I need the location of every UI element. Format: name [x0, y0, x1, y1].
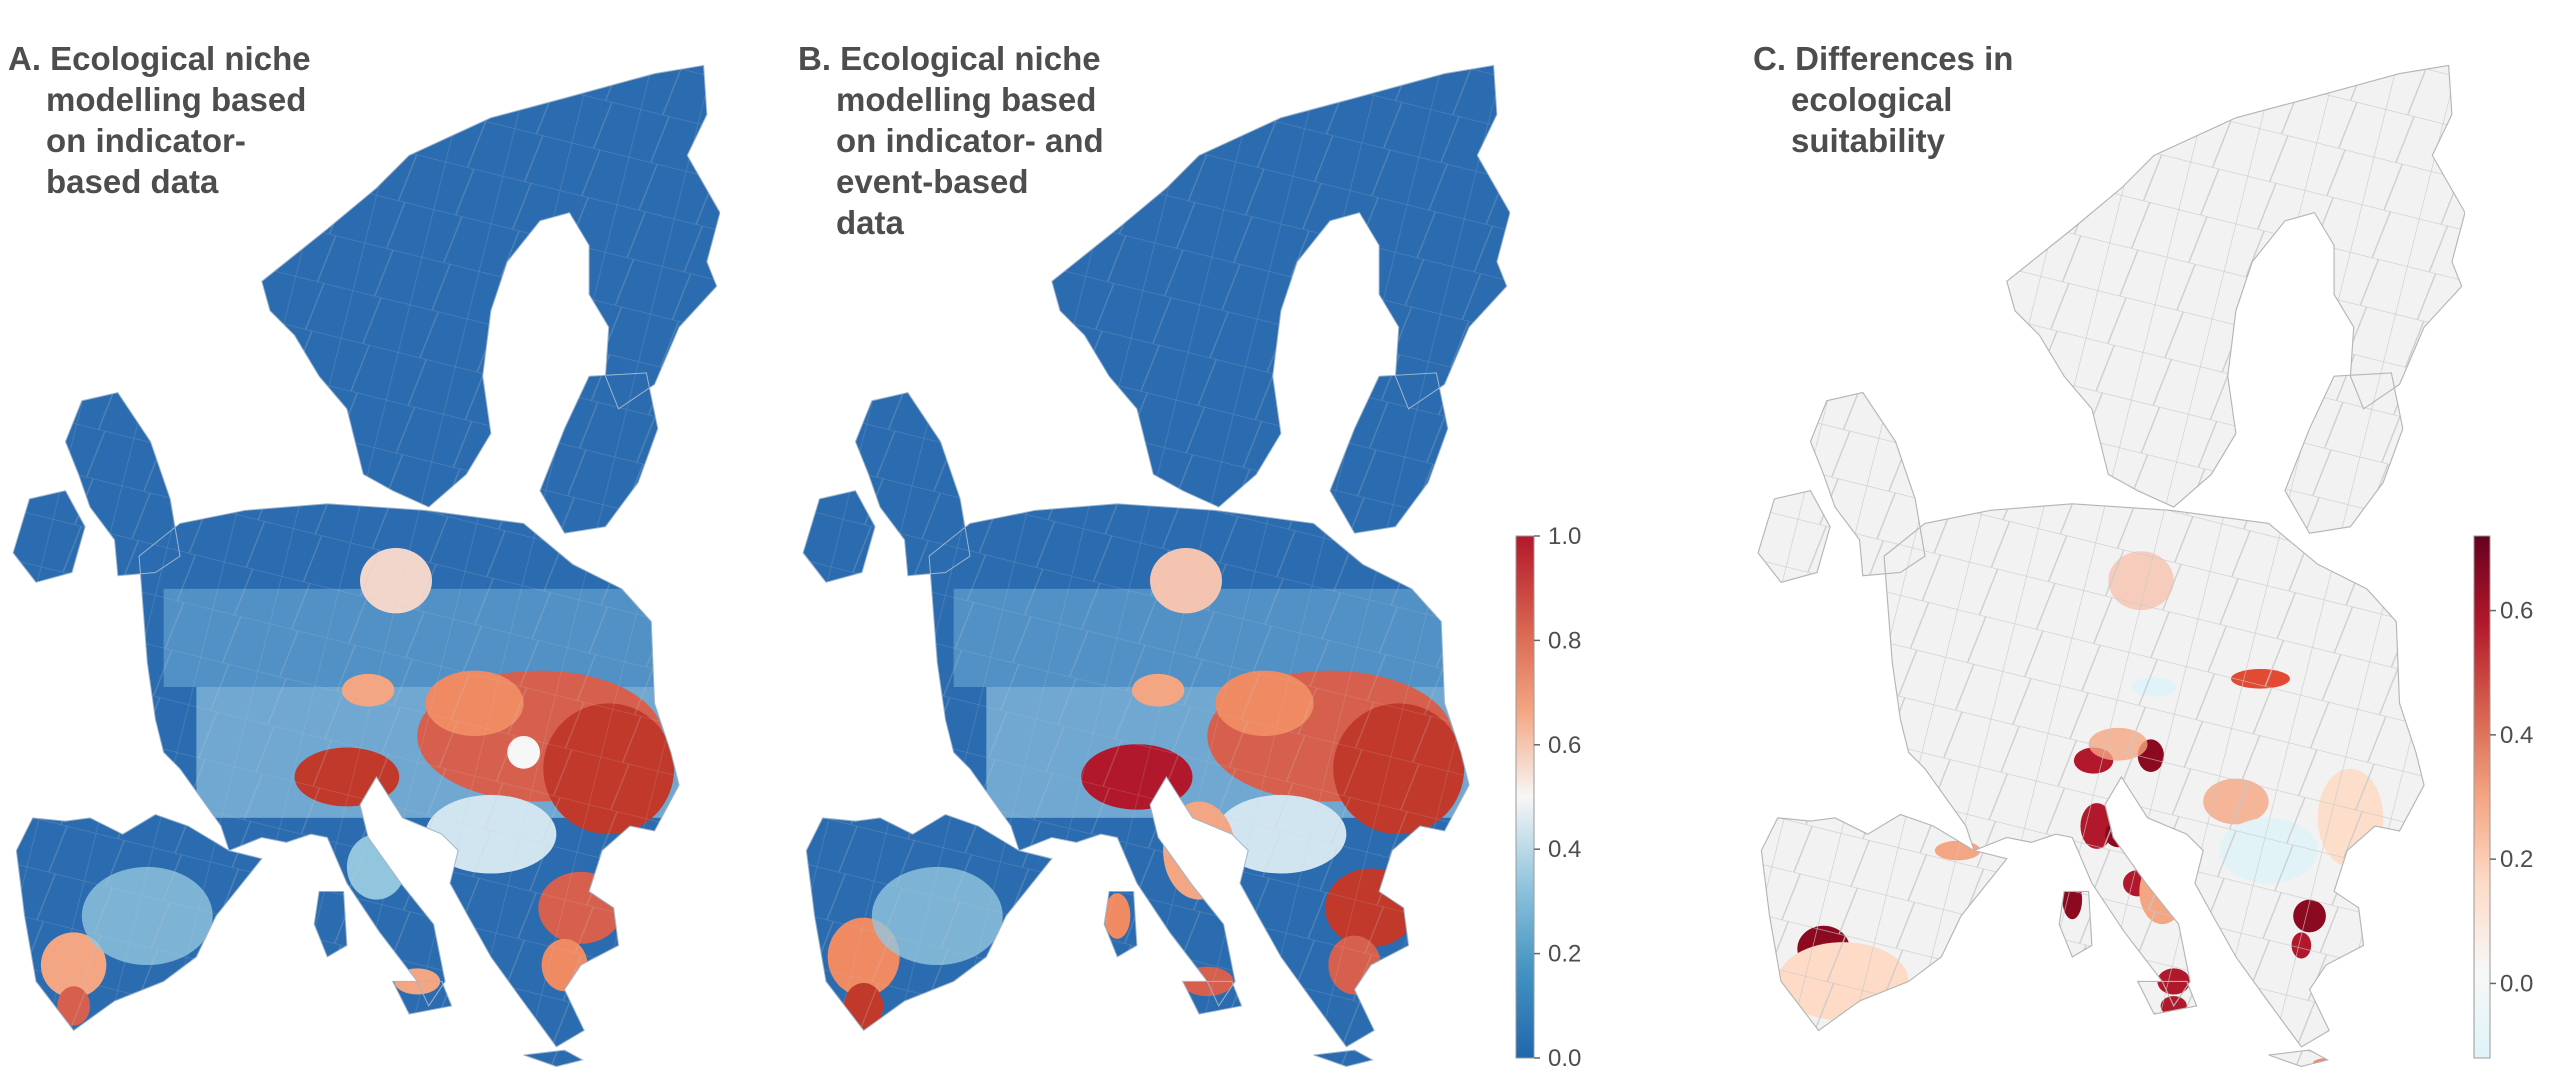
- panel-title-line: event-based: [836, 163, 1029, 200]
- panel-title-line: on indicator-: [46, 122, 246, 159]
- legend-tick-label: 0.2: [2500, 846, 2533, 873]
- map-panel-a: A. Ecological niche modelling based on i…: [0, 0, 720, 1073]
- suitability-legend-svg: 1.0 0.8 0.6 0.4 0.2 0.0: [1515, 523, 1581, 1072]
- panel-title-line: data: [836, 204, 904, 241]
- choropleth-map-a: [12, 64, 720, 1068]
- panel-title-line: ecological: [1791, 81, 1953, 118]
- difference-legend-svg: 0.6 0.4 0.2 0.0: [2473, 535, 2533, 1059]
- legend-tick-label: 0.2: [1548, 941, 1581, 968]
- choropleth-map-c: [1757, 64, 2465, 1068]
- legend-tick-label: 0.0: [2500, 970, 2533, 997]
- suitability-color-legend: 1.0 0.8 0.6 0.4 0.2 0.0: [1508, 523, 1628, 1075]
- legend-tick-label: 0.6: [2500, 598, 2533, 625]
- difference-colorbar: [2473, 535, 2491, 1059]
- choropleth-map-b: [802, 64, 1510, 1068]
- legend-tick-label: 0.4: [2500, 722, 2533, 749]
- panel-title-line: A. Ecological niche: [8, 40, 311, 77]
- panel-title-line: B. Ecological niche: [798, 40, 1101, 77]
- panel-title-line: based data: [46, 163, 219, 200]
- panel-title-line: modelling based: [836, 81, 1097, 118]
- legend-tick-label: 1.0: [1548, 523, 1581, 550]
- difference-color-legend: 0.6 0.4 0.2 0.0: [2470, 530, 2557, 1075]
- legend-tick-label: 0.4: [1548, 836, 1581, 863]
- panel-title-a: A. Ecological niche modelling based on i…: [8, 38, 311, 202]
- panel-title-c: C. Differences in ecological suitability: [1753, 38, 2013, 161]
- legend-tick-label: 0.8: [1548, 627, 1581, 654]
- legend-tick-label: 0.0: [1548, 1045, 1581, 1072]
- panel-title-line: on indicator- and: [836, 122, 1104, 159]
- panel-title-line: C. Differences in: [1753, 40, 2014, 77]
- suitability-colorbar: [1515, 535, 1535, 1059]
- panel-title-b: B. Ecological niche modelling based on i…: [798, 38, 1104, 243]
- map-panel-b: B. Ecological niche modelling based on i…: [790, 0, 1510, 1073]
- panel-title-line: suitability: [1791, 122, 1946, 159]
- map-panel-c: C. Differences in ecological suitability: [1745, 0, 2465, 1073]
- panel-title-line: modelling based: [46, 81, 307, 118]
- legend-tick-label: 0.6: [1548, 732, 1581, 759]
